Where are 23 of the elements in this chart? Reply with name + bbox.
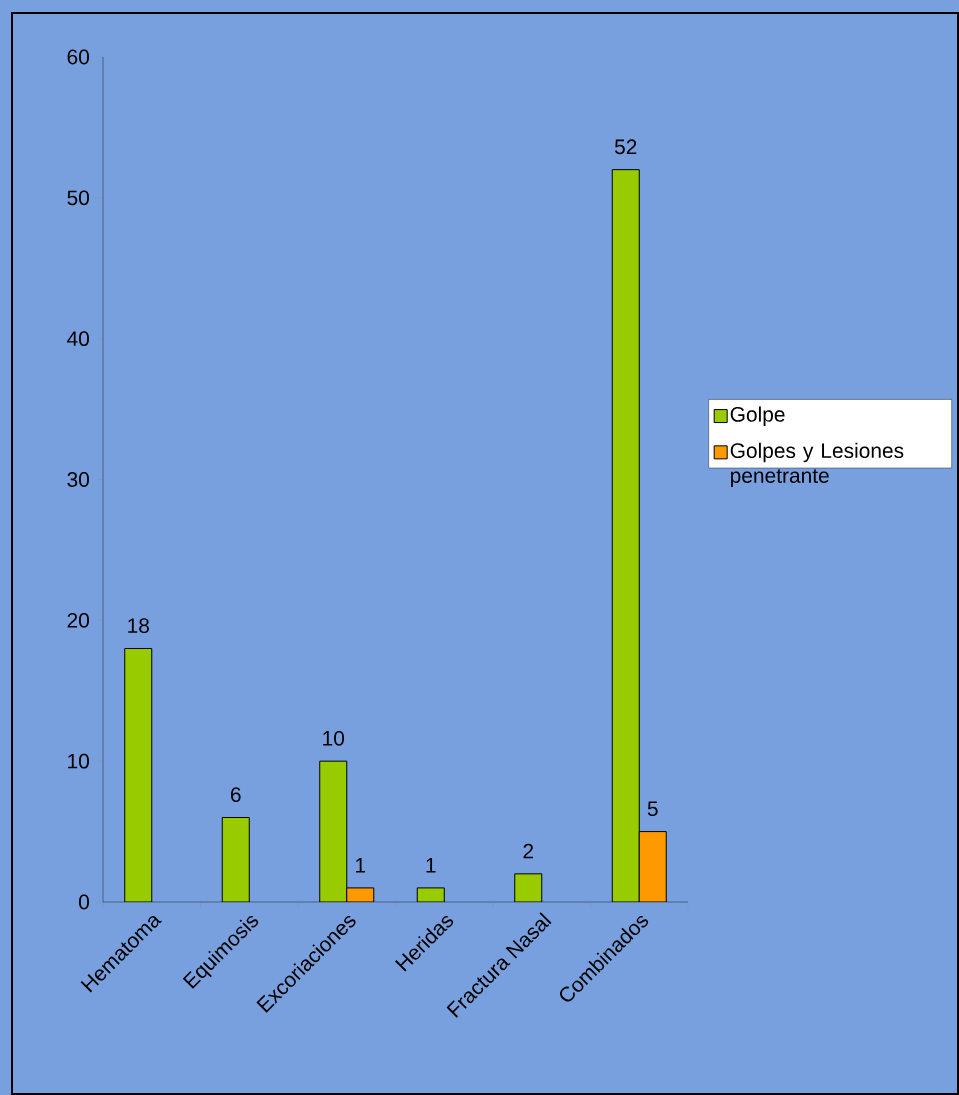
data-label: 10	[323, 730, 345, 746]
y-tick-label: 60	[67, 49, 89, 65]
bar	[221, 817, 250, 902]
data-label: 6	[231, 787, 241, 803]
y-tick-label: 30	[67, 472, 89, 487]
y-tick-label: 40	[67, 331, 89, 347]
bar	[514, 873, 543, 902]
data-label: 1	[356, 858, 366, 873]
bar	[124, 648, 153, 902]
legend-label: Golpes y Lesiones penetrante	[730, 442, 904, 488]
legend-label: Golpe	[730, 406, 785, 426]
bar	[319, 760, 348, 902]
bar	[611, 169, 640, 902]
y-tick-label: 20	[67, 612, 89, 628]
y-tick-label: 50	[67, 190, 89, 206]
data-label: 5	[647, 801, 658, 817]
data-label: 2	[523, 843, 534, 859]
data-label: 1	[426, 858, 436, 873]
data-label: 52	[614, 139, 637, 155]
data-label: 18	[128, 618, 149, 634]
y-tick-label: 10	[68, 753, 89, 769]
y-tick-label: 0	[79, 894, 89, 910]
bar	[638, 831, 667, 902]
